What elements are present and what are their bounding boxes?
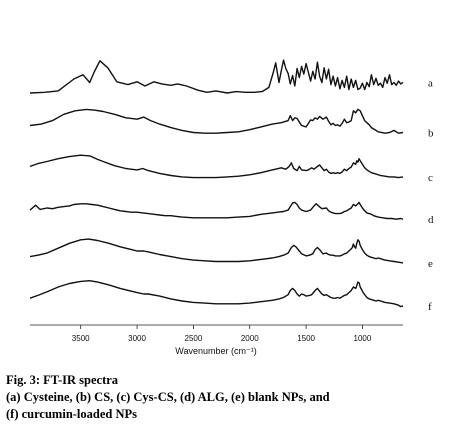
x-tick-label: 1500 — [297, 334, 315, 343]
x-tick-label: 2000 — [241, 334, 259, 343]
spectrum-line-b — [29, 108, 404, 134]
series-label-d: d — [428, 214, 434, 226]
x-axis-ticks: 3500 3000 2500 2000 1500 1000 — [72, 325, 372, 343]
series-label-b: b — [428, 128, 434, 140]
series-label-c: c — [428, 172, 433, 184]
x-tick-label: 3000 — [128, 334, 146, 343]
caption-line-2: (f) curcumin-loaded NPs — [6, 407, 138, 421]
x-axis-label: Wavenumber (cm⁻¹) — [175, 346, 256, 356]
figure-caption: Fig. 3: FT-IR spectra (a) Cysteine, (b) … — [6, 372, 472, 423]
spectrum-line-d — [29, 201, 404, 220]
x-tick-label: 2500 — [185, 334, 203, 343]
series-label-a: a — [428, 78, 433, 90]
ftir-spectra-chart: a b c d e f 3500 3000 2500 2000 1500 1000 Wavenumb… — [29, 59, 434, 356]
spectra-traces — [29, 59, 404, 308]
x-tick-label: 1000 — [354, 334, 372, 343]
spectrum-line-e — [29, 238, 404, 264]
spectrum-line-a — [29, 59, 404, 94]
spectrum-line-c — [29, 154, 404, 179]
caption-line-1: (a) Cysteine, (b) CS, (c) Cys-CS, (d) AL… — [6, 390, 330, 404]
caption-title: Fig. 3: FT-IR spectra — [6, 373, 119, 387]
series-label-f: f — [428, 301, 432, 313]
spectrum-line-f — [29, 280, 404, 308]
x-tick-label: 3500 — [72, 334, 90, 343]
series-label-e: e — [428, 258, 433, 270]
series-labels: a b c d e f — [428, 78, 434, 313]
